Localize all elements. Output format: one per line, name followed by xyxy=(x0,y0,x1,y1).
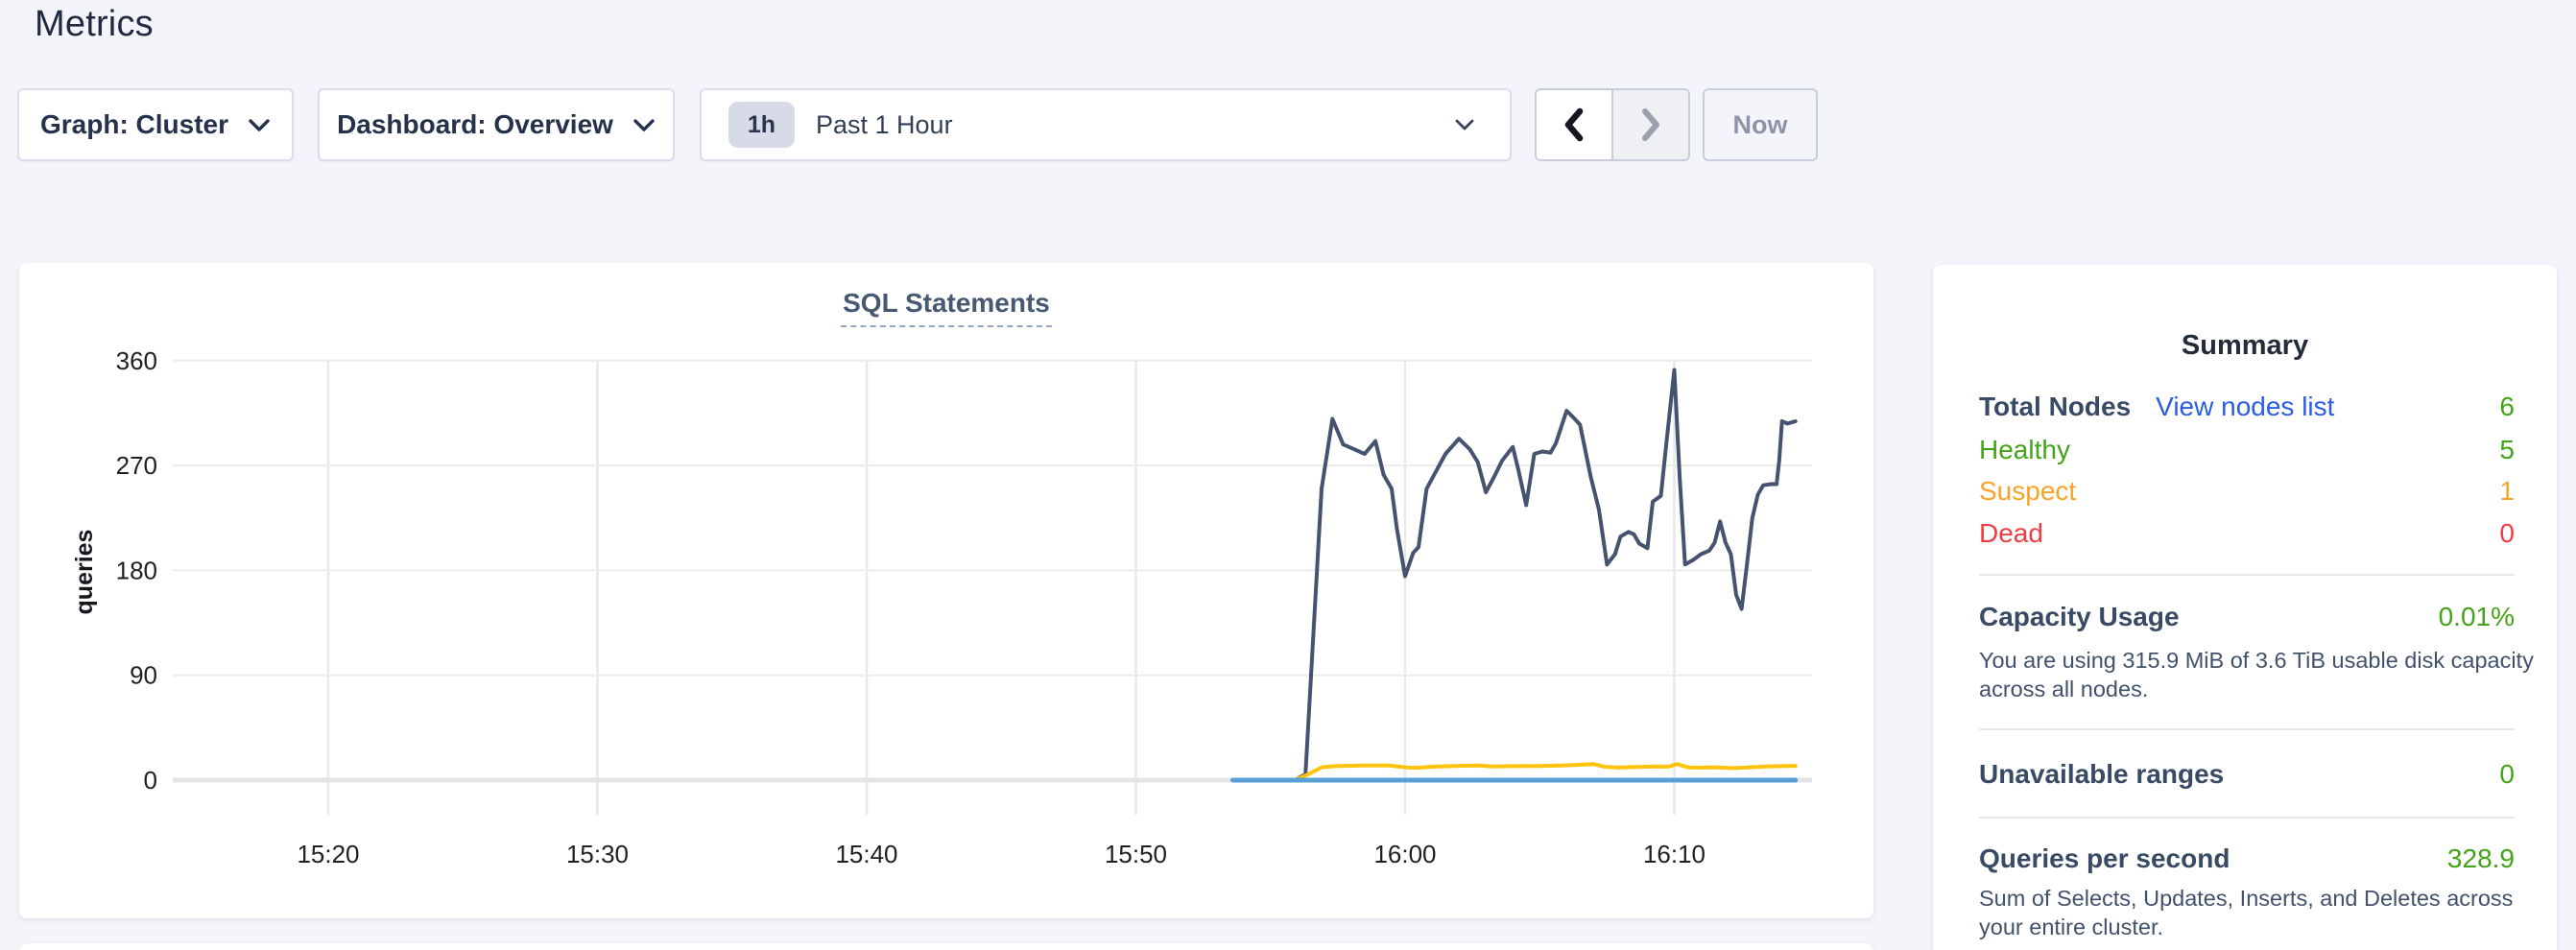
svg-text:90: 90 xyxy=(130,661,157,690)
next-chart-card-edge xyxy=(19,943,1873,950)
svg-text:0: 0 xyxy=(144,766,157,795)
healthy-nodes-row: Healthy 5 xyxy=(1979,431,2515,469)
svg-text:180: 180 xyxy=(116,556,157,584)
unavailable-ranges-label: Unavailable ranges xyxy=(1979,759,2225,789)
svg-text:360: 360 xyxy=(116,346,157,375)
view-nodes-list-link[interactable]: View nodes list xyxy=(2156,392,2335,421)
queries-per-second-description: Sum of Selects, Updates, Inserts, and De… xyxy=(1979,886,2514,939)
svg-text:15:30: 15:30 xyxy=(566,840,629,868)
total-nodes-label: Total Nodes xyxy=(1979,392,2132,421)
dashboard-dropdown-label: Dashboard: Overview xyxy=(337,109,613,139)
queries-per-second-label: Queries per second xyxy=(1979,843,2230,873)
chevron-down-icon xyxy=(249,118,270,131)
graph-dropdown-label: Graph: Cluster xyxy=(39,109,229,139)
suspect-nodes-row: Suspect 1 xyxy=(1979,472,2515,511)
healthy-value: 5 xyxy=(2499,435,2515,464)
unavailable-ranges-row: Unavailable ranges 0 xyxy=(1979,755,2515,794)
chevron-down-icon xyxy=(633,118,655,131)
time-range-dropdown[interactable]: 1h Past 1 Hour xyxy=(700,88,1512,161)
sql-statements-line-chart: 0 90 180 270 360 15:20 15:30 15:40 15:50 16:00 16:… xyxy=(71,346,1812,868)
total-nodes-value: 6 xyxy=(2499,392,2515,421)
svg-text:16:10: 16:10 xyxy=(1643,840,1705,868)
svg-text:15:20: 15:20 xyxy=(297,840,359,868)
healthy-label: Healthy xyxy=(1979,435,2070,464)
divider xyxy=(1979,728,2515,730)
capacity-usage-row: Capacity Usage 0.01% xyxy=(1979,598,2515,636)
time-pager xyxy=(1535,88,1690,161)
suspect-value: 1 xyxy=(2499,476,2515,506)
page-title: Metrics xyxy=(35,4,154,44)
now-button[interactable]: Now xyxy=(1703,88,1818,161)
graph-dropdown[interactable]: Graph: Cluster xyxy=(17,88,294,161)
suspect-label: Suspect xyxy=(1979,476,2077,506)
dead-nodes-row: Dead 0 xyxy=(1979,514,2515,553)
svg-text:15:40: 15:40 xyxy=(835,840,897,868)
capacity-usage-label: Capacity Usage xyxy=(1979,602,2180,631)
capacity-usage-value: 0.01% xyxy=(2438,602,2515,631)
summary-title: Summary xyxy=(2181,330,2309,361)
time-range-label: Past 1 Hour xyxy=(816,109,953,139)
chevron-left-icon xyxy=(1564,107,1584,142)
svg-text:270: 270 xyxy=(116,451,157,480)
divider xyxy=(1979,574,2515,576)
dashboard-dropdown[interactable]: Dashboard: Overview xyxy=(318,88,675,161)
dead-value: 0 xyxy=(2499,518,2515,548)
chevron-right-icon xyxy=(1642,108,1659,141)
capacity-usage-description: You are using 315.9 MiB of 3.6 TiB usabl… xyxy=(1979,648,2534,701)
unavailable-ranges-value: 0 xyxy=(2499,759,2515,789)
divider xyxy=(1979,817,2515,819)
svg-text:15:50: 15:50 xyxy=(1105,840,1167,868)
sql-statements-chart-card: SQL Statements 0 90 180 270 360 15:20 15:30 15:… xyxy=(19,263,1873,918)
prev-time-button[interactable] xyxy=(1537,90,1611,159)
total-nodes-row: Total Nodes View nodes list 6 xyxy=(1979,388,2515,426)
queries-per-second-value: 328.9 xyxy=(2446,843,2515,873)
next-time-button[interactable] xyxy=(1611,90,1688,159)
chart-title[interactable]: SQL Statements xyxy=(841,288,1052,327)
time-range-badge: 1h xyxy=(728,102,795,148)
chevron-down-icon xyxy=(1455,119,1474,131)
queries-per-second-row: Queries per second 328.9 xyxy=(1979,840,2515,878)
dead-label: Dead xyxy=(1979,518,2043,548)
summary-panel: Summary Total Nodes View nodes list 6 He… xyxy=(1933,265,2557,950)
svg-text:queries: queries xyxy=(71,530,98,615)
svg-text:16:00: 16:00 xyxy=(1373,840,1436,868)
